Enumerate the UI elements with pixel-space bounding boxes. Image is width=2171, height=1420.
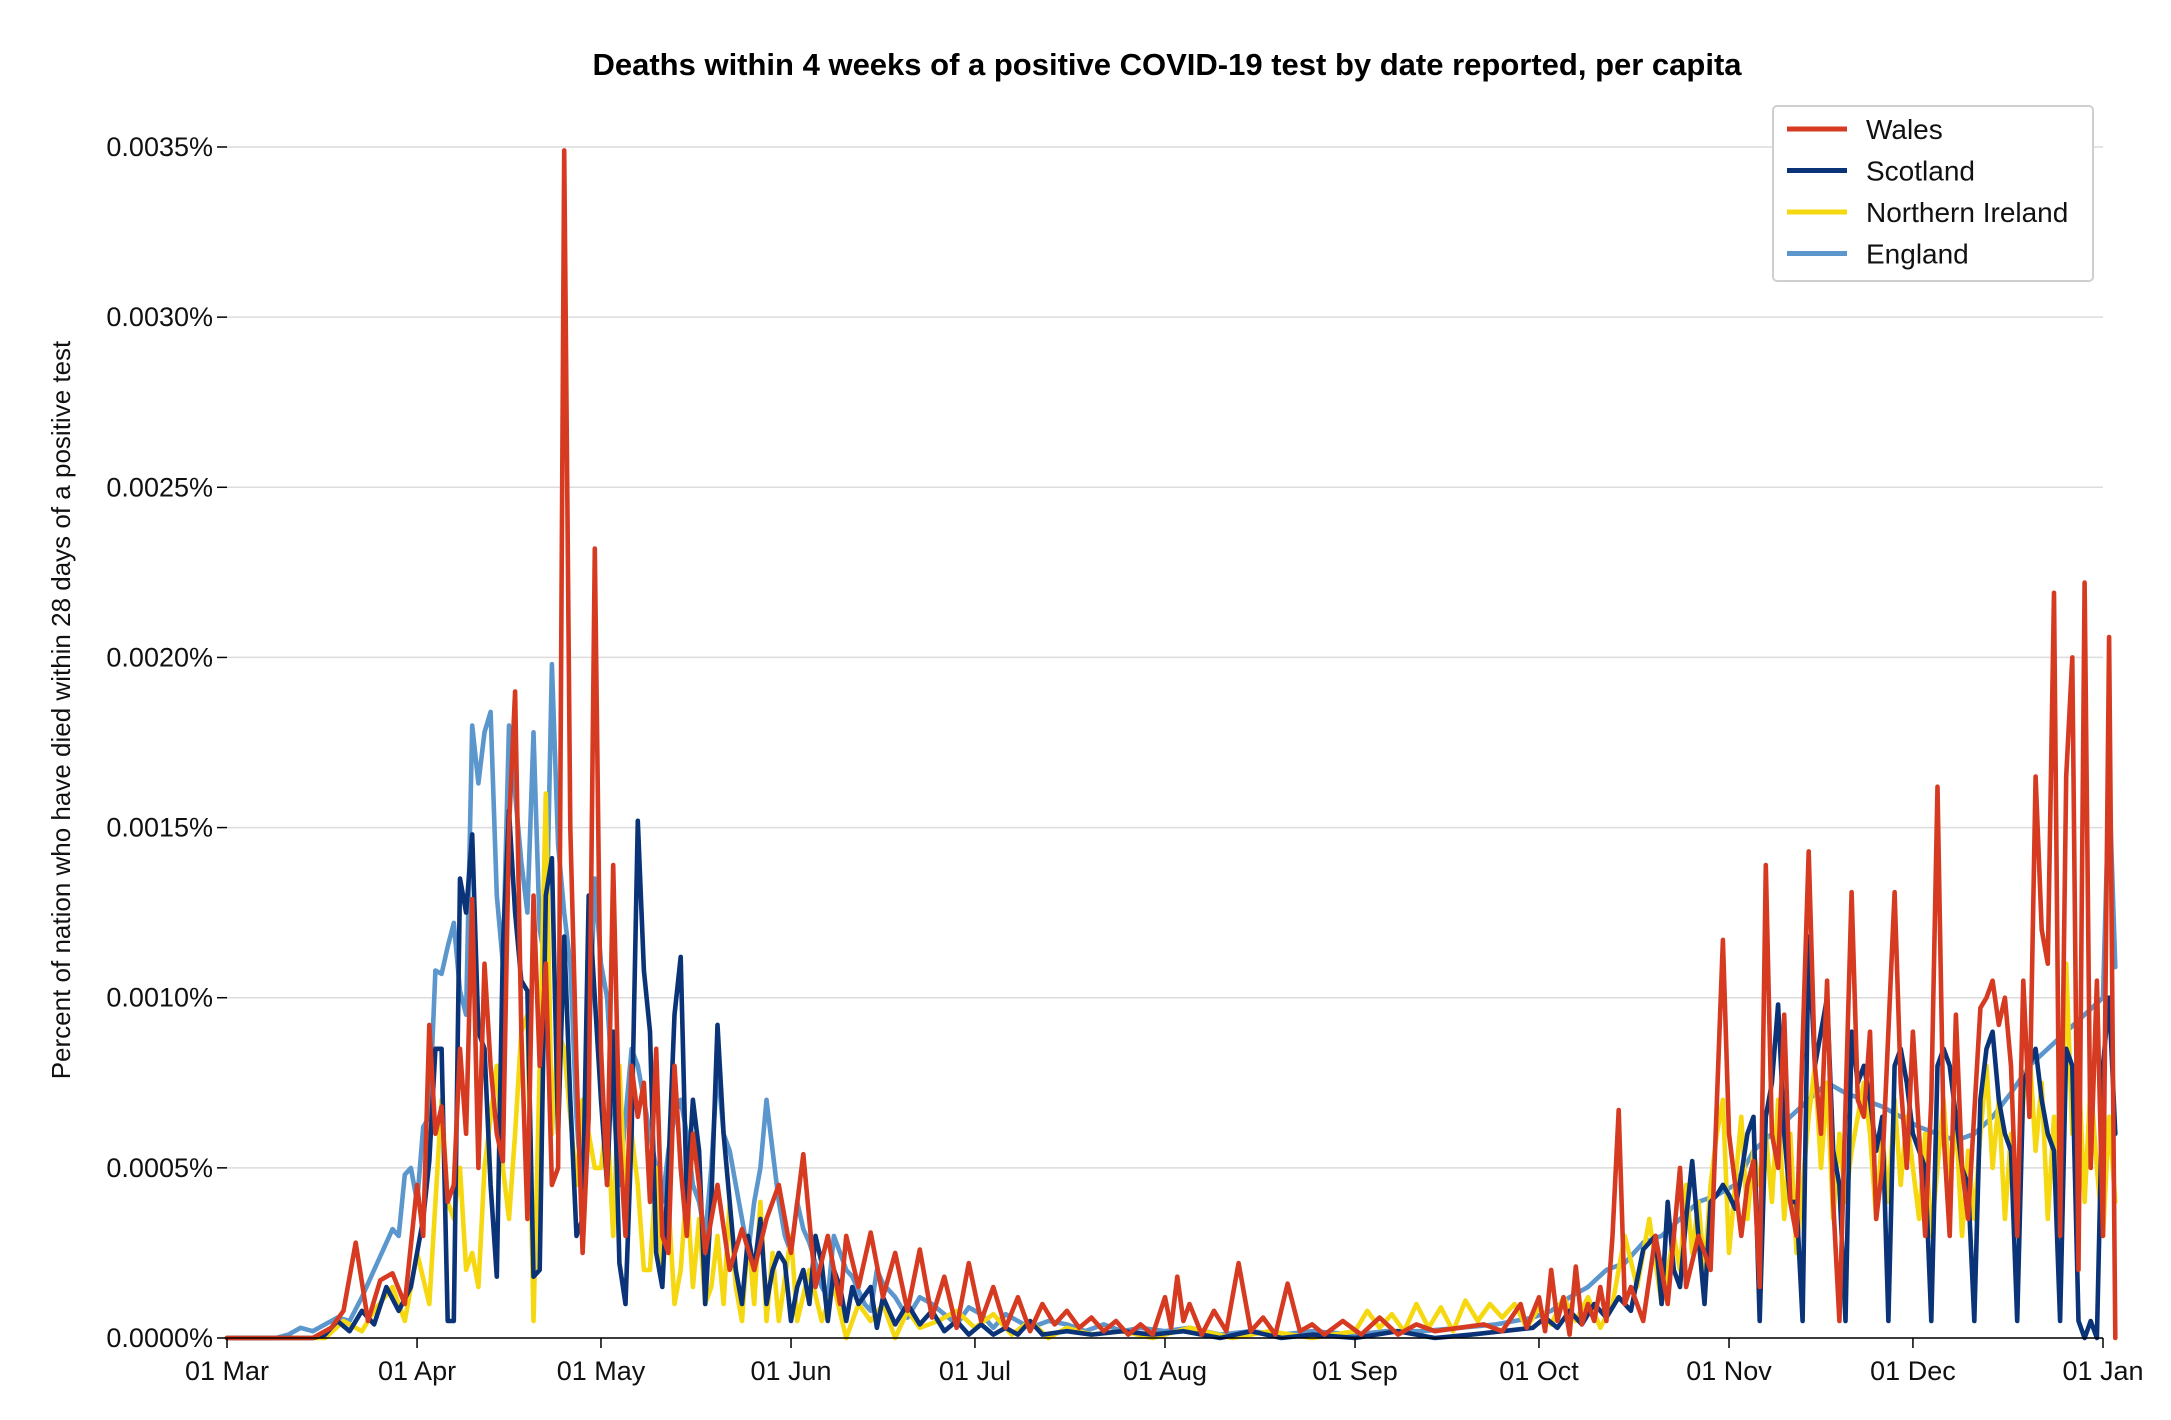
series-line-england — [224, 661, 2118, 1341]
y-tick-label: 0.0005% — [106, 1153, 213, 1183]
series-line-scotland — [224, 808, 2118, 1341]
x-tick-label: 01 May — [557, 1356, 646, 1386]
y-tick-label: 0.0020% — [106, 642, 213, 672]
legend-label: Northern Ireland — [1866, 197, 2068, 228]
y-tick-label: 0.0035% — [106, 132, 213, 162]
legend-label: Scotland — [1866, 156, 1975, 187]
y-tick-label: 0.0030% — [106, 302, 213, 332]
series-line-wales — [224, 148, 2118, 1341]
y-tick-label: 0.0010% — [106, 983, 213, 1013]
legend-label: England — [1866, 239, 1969, 270]
y-tick-label: 0.0015% — [106, 813, 213, 843]
x-tick-label: 01 Oct — [1499, 1356, 1579, 1386]
legend-label: Wales — [1866, 114, 1943, 145]
series-layer — [224, 148, 2118, 1341]
x-tick-label: 01 Aug — [1123, 1356, 1207, 1386]
x-tick-label: 01 Dec — [1870, 1356, 1956, 1386]
x-tick-label: 01 Jun — [750, 1356, 831, 1386]
x-tick-label: 01 Mar — [185, 1356, 269, 1386]
x-tick-label: 01 Apr — [378, 1356, 456, 1386]
x-tick-label: 01 Sep — [1312, 1356, 1398, 1386]
legend: Wales Scotland Northern Ireland England — [1772, 105, 2094, 282]
y-tick-label: 0.0000% — [106, 1323, 213, 1353]
x-tick-label: 01 Jul — [939, 1356, 1011, 1386]
x-tick-label: 01 Jan — [2062, 1356, 2143, 1386]
y-tick-layer: 0.0000% 0.0005% 0.0010% 0.0015% 0.0020% 0.002… — [106, 132, 227, 1353]
y-axis-label: Percent of nation who have died within 2… — [46, 340, 76, 1079]
x-tick-label: 01 Nov — [1686, 1356, 1772, 1386]
chart-title: Deaths within 4 weeks of a positive COVI… — [592, 47, 1742, 82]
y-tick-label: 0.0025% — [106, 472, 213, 502]
x-tick-layer: 01 Mar 01 Apr 01 May 01 Jun 01 Jul 01 Aug 01 S… — [185, 1337, 2144, 1386]
legend-box — [1772, 105, 2094, 282]
